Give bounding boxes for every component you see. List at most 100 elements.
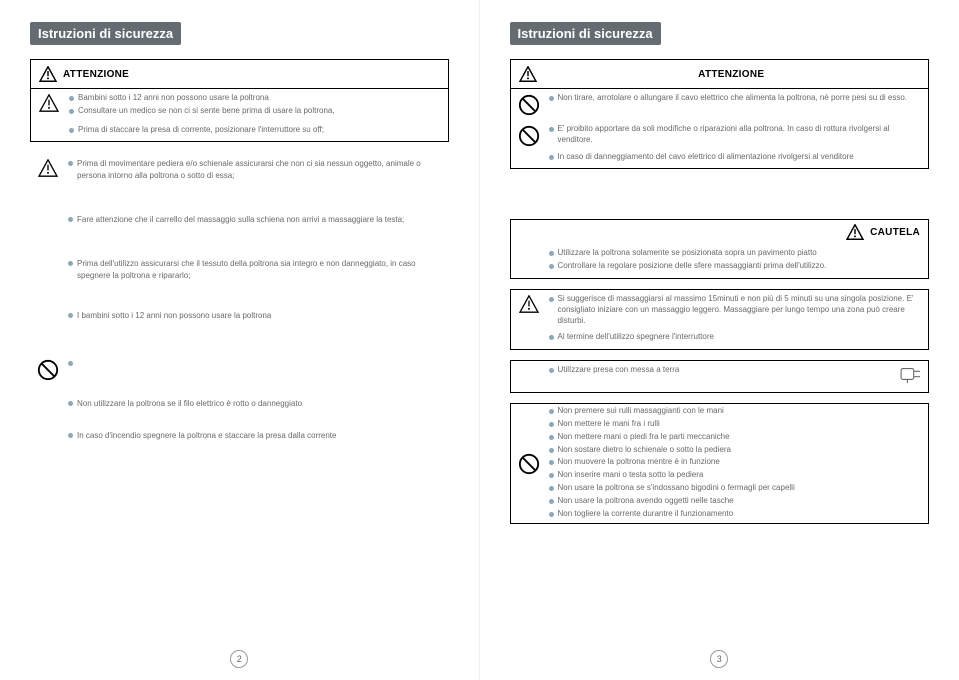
right-page: Istruzioni di sicurezza ATTENZIONE Non t…: [480, 0, 959, 680]
box5-line-text: Non inserire mani o testa sotto la pedie…: [558, 470, 704, 481]
bullet-icon: [549, 512, 554, 517]
b4-l1: UtilIzzare presa con messa a terra: [558, 365, 680, 376]
bullet-icon: [549, 335, 554, 340]
warning-triangle-icon: [39, 66, 57, 82]
box5-line: Non muovere la poltrona mentre è in funz…: [549, 457, 919, 468]
cautela-label: CAUTELA: [870, 227, 920, 238]
box5-line-text: Non premere sui rulli massaggianti con l…: [558, 406, 724, 417]
b3-l2: Al termine dell'utilizzo spegnere l'inte…: [558, 332, 714, 343]
bullet-icon: [68, 433, 73, 438]
bullet-icon: [549, 96, 554, 101]
ground-plug-icon: [900, 365, 922, 388]
c2-l2: Controllare la regolare posizione delle …: [558, 261, 827, 272]
box5-line-text: Non sostare dietro lo schienale o sotto …: [558, 445, 731, 456]
attenzione-label-bar: ATTENZIONE: [31, 60, 448, 89]
bullet-icon: [549, 409, 554, 414]
box5-line: Non mettere le mani fra i rulli: [549, 419, 919, 430]
box5-line-text: Non togliere la corrente durantre il fun…: [558, 509, 734, 520]
left-page: Istruzioni di sicurezza ATTENZIONE Bambi…: [0, 0, 480, 680]
prohibit-icon: [518, 453, 540, 475]
bullet-icon: [549, 473, 554, 478]
warning-triangle-icon: [519, 295, 539, 313]
move-block: Prima di movimentare pediera e/o schiena…: [30, 152, 449, 190]
box5-line: Non mettere mani o piedi fra le parti me…: [549, 432, 919, 443]
warning-triangle-icon: [519, 66, 537, 82]
box5-line-text: Non usare la poltrona avendo oggetti nel…: [558, 496, 734, 507]
attenzione-label-bar-r: ATTENZIONE: [511, 60, 929, 89]
box5-lines: Non premere sui rulli massaggianti con l…: [549, 406, 923, 521]
prohibit-icon: [37, 359, 59, 381]
bullet-icon: [549, 422, 554, 427]
box3: Si suggerisce di massaggiarsi al massimo…: [510, 289, 930, 350]
bullet-icon: [549, 499, 554, 504]
prohibit-icon: [518, 94, 540, 116]
box5-line-text: Non mettere le mani fra i rulli: [558, 419, 660, 430]
box5-line-text: Non usare la poltrona se s'indossano big…: [558, 483, 795, 494]
box1-line1: Bambini sotto i 12 anni non possono usar…: [78, 93, 269, 104]
prohibit-icon: [518, 125, 540, 147]
bullet-icon: [549, 297, 554, 302]
filo-text: Non utilizzare la poltrona se il filo el…: [77, 398, 302, 410]
right-title: Istruzioni di sicurezza: [510, 22, 661, 45]
bullet-icon: [549, 368, 554, 373]
box5-line: Non sostare dietro lo schienale o sotto …: [549, 445, 919, 456]
box1-text: Bambini sotto i 12 anni non possono usar…: [69, 93, 442, 137]
r1-text: Non tirare, arrotolare o allungare il ca…: [558, 93, 908, 104]
move-text: Prima di movimentare pediera e/o schiena…: [77, 158, 443, 182]
right-attenzione-box: ATTENZIONE Non tirare, arrotolare o allu…: [510, 59, 930, 169]
page-number-right: 3: [710, 650, 728, 668]
bullet-icon: [69, 109, 74, 114]
warning-triangle-icon: [846, 224, 864, 240]
bullet-icon: [549, 435, 554, 440]
page-number-left: 2: [230, 650, 248, 668]
bullet-icon: [68, 261, 73, 266]
bullet-icon: [549, 155, 554, 160]
bullet-icon: [549, 486, 554, 491]
bambini-block: I bambini sotto i 12 anni non possono us…: [30, 304, 449, 330]
bullet-icon: [549, 264, 554, 269]
warning-triangle-icon: [38, 159, 58, 177]
box5: Non premere sui rulli massaggianti con l…: [510, 403, 930, 524]
incendio-text: In caso d'incendio spegnere la poltrona …: [77, 430, 336, 442]
bullet-icon: [549, 127, 554, 132]
box1-line2: Consultare un medico se non ci si sente …: [78, 106, 335, 117]
box1-content: Bambini sotto i 12 anni non possono usar…: [31, 89, 448, 141]
box5-line: Non togliere la corrente durantre il fun…: [549, 509, 919, 520]
cautela-header: CAUTELA: [511, 220, 929, 244]
prohibit-group: Non utilizzare la poltrona se il filo el…: [30, 352, 449, 450]
r2-text: E' proibito apportare da soli modifiche …: [558, 124, 919, 146]
box1-line3: Prima di staccare la presa di corrente, …: [78, 125, 324, 136]
bullet-icon: [68, 313, 73, 318]
box5-line: Non usare la poltrona se s'indossano big…: [549, 483, 919, 494]
warn-icon-col: [37, 93, 61, 112]
bullet-icon: [549, 460, 554, 465]
carrello-text: Fare attenzione che il carrello del mass…: [77, 214, 404, 226]
bullet-icon: [68, 217, 73, 222]
bullet-icon: [549, 448, 554, 453]
b3-l1: Si suggerisce di massaggiarsi al massimo…: [558, 294, 919, 326]
tessuto-block: Prima dell'utilizzo assicurarsi che il t…: [30, 252, 449, 290]
cautela-box: CAUTELA Utilizzare la poltrona solamente…: [510, 219, 930, 279]
box5-line-text: Non muovere la poltrona mentre è in funz…: [558, 457, 720, 468]
box4: UtilIzzare presa con messa a terra: [510, 360, 930, 393]
tessuto-text: Prima dell'utilizzo assicurarsi che il t…: [77, 258, 443, 282]
bullet-icon: [69, 128, 74, 133]
bullet-icon: [68, 361, 73, 366]
bullet-icon: [69, 96, 74, 101]
carrello-block: Fare attenzione che il carrello del mass…: [30, 208, 449, 234]
attenzione-label-r: ATTENZIONE: [698, 69, 764, 80]
left-attenzione-box: ATTENZIONE Bambini sotto i 12 anni non p…: [30, 59, 449, 142]
left-title: Istruzioni di sicurezza: [30, 22, 181, 45]
r3-text: In caso di danneggiamento del cavo elett…: [558, 152, 854, 163]
attenzione-label: ATTENZIONE: [63, 69, 129, 80]
box5-line-text: Non mettere mani o piedi fra le parti me…: [558, 432, 730, 443]
bullet-icon: [68, 161, 73, 166]
c2-l1: Utilizzare la poltrona solamente se posi…: [558, 248, 817, 259]
box5-line: Non inserire mani o testa sotto la pedie…: [549, 470, 919, 481]
bullet-icon: [549, 251, 554, 256]
bullet-icon: [68, 401, 73, 406]
bambini-text: I bambini sotto i 12 anni non possono us…: [77, 310, 271, 322]
warning-triangle-icon: [39, 94, 59, 112]
box5-line: Non usare la poltrona avendo oggetti nel…: [549, 496, 919, 507]
box5-line: Non premere sui rulli massaggianti con l…: [549, 406, 919, 417]
